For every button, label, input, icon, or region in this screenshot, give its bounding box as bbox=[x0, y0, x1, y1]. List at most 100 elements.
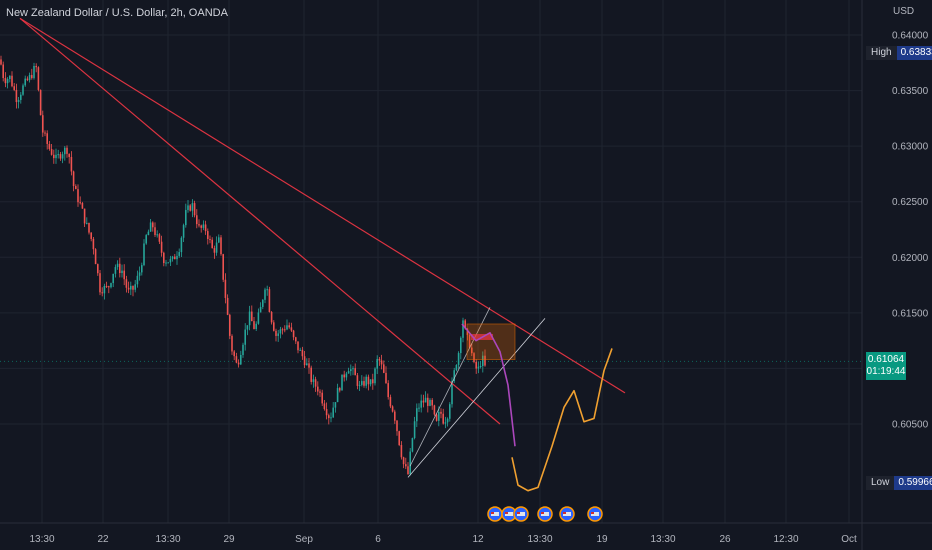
x-tick-label: 19 bbox=[596, 534, 608, 545]
candle-body bbox=[251, 311, 253, 322]
candle-body bbox=[288, 325, 290, 328]
candle-body bbox=[332, 407, 334, 418]
candle-body bbox=[273, 322, 275, 331]
flag-icon bbox=[541, 512, 549, 516]
candle-body bbox=[88, 222, 90, 233]
candle-body bbox=[154, 227, 156, 235]
candle-body bbox=[312, 379, 315, 382]
candle-body bbox=[442, 413, 444, 424]
candle-body bbox=[24, 78, 26, 86]
candle-body bbox=[310, 367, 312, 382]
candle-body bbox=[321, 392, 323, 404]
candle-body bbox=[31, 75, 33, 79]
candle-body bbox=[72, 171, 75, 187]
candle-body bbox=[248, 311, 251, 326]
candle-body bbox=[400, 445, 403, 458]
candle-body bbox=[202, 224, 205, 228]
x-tick-label: 12 bbox=[472, 534, 484, 545]
candle-body bbox=[134, 284, 136, 290]
candle-body bbox=[453, 370, 455, 382]
candle-body bbox=[61, 154, 64, 159]
candle-body bbox=[86, 222, 88, 224]
candle-body bbox=[471, 347, 473, 354]
candle-body bbox=[226, 297, 229, 315]
candle-body bbox=[297, 341, 299, 351]
candle-body bbox=[416, 408, 418, 422]
candle-body bbox=[22, 85, 24, 95]
candle-body bbox=[277, 333, 279, 336]
candle-body bbox=[156, 234, 158, 236]
candle-body bbox=[171, 256, 174, 259]
candle-body bbox=[468, 334, 471, 348]
candle-body bbox=[39, 89, 42, 116]
candle-body bbox=[380, 360, 383, 365]
currency-label: USD bbox=[893, 6, 915, 17]
candle-body bbox=[275, 330, 277, 336]
candle-body bbox=[262, 299, 264, 307]
candle-body bbox=[292, 330, 295, 338]
candle-body bbox=[196, 215, 198, 225]
candle-body bbox=[411, 438, 414, 452]
candle-body bbox=[99, 273, 101, 293]
low-label: Low bbox=[866, 476, 895, 490]
candle-body bbox=[66, 147, 68, 154]
candle-body bbox=[319, 391, 321, 393]
candle-body bbox=[299, 349, 301, 351]
x-tick-label: 29 bbox=[223, 534, 235, 545]
candle-body bbox=[112, 273, 114, 284]
x-tick-label: 13:30 bbox=[29, 534, 54, 545]
candle-body bbox=[402, 457, 405, 465]
candle-body bbox=[345, 373, 348, 378]
candle-body bbox=[255, 323, 257, 330]
candle-body bbox=[145, 235, 147, 244]
candle-body bbox=[50, 148, 53, 155]
candle-body bbox=[92, 238, 95, 250]
x-tick-label: 13:30 bbox=[527, 534, 552, 545]
candle-body bbox=[303, 356, 306, 366]
candle-body bbox=[187, 205, 189, 210]
candle-body bbox=[130, 285, 132, 290]
candle-body bbox=[343, 374, 345, 378]
support-trendline bbox=[409, 307, 491, 467]
candle-body bbox=[48, 143, 51, 149]
candle-body bbox=[295, 337, 297, 342]
candle-body bbox=[444, 422, 447, 424]
candle-body bbox=[361, 381, 363, 385]
candle-body bbox=[464, 320, 466, 329]
candle-body bbox=[466, 328, 469, 335]
candle-body bbox=[42, 115, 44, 133]
candle-body bbox=[224, 279, 227, 298]
candle-body bbox=[165, 262, 167, 264]
candle-body bbox=[75, 186, 77, 190]
candle-body bbox=[435, 414, 438, 421]
candle-body bbox=[44, 132, 46, 134]
candle-body bbox=[317, 386, 319, 392]
candle-body bbox=[163, 252, 165, 264]
orange-projection-path bbox=[511, 348, 613, 492]
candle-body bbox=[374, 368, 376, 384]
candle-body bbox=[231, 335, 233, 352]
candle-body bbox=[475, 361, 477, 369]
candle-body bbox=[158, 234, 161, 242]
current-price-badge: 0.61064 01:19:44 bbox=[866, 352, 906, 380]
y-tick-label: 0.64000 bbox=[892, 31, 929, 42]
candle-body bbox=[26, 78, 29, 81]
candle-body bbox=[2, 64, 4, 79]
candle-body bbox=[325, 409, 328, 416]
candle-body bbox=[479, 366, 482, 368]
y-tick-label: 0.63500 bbox=[892, 86, 929, 97]
candle-body bbox=[279, 329, 282, 334]
candle-body bbox=[376, 358, 378, 369]
candle-body bbox=[77, 189, 79, 203]
candle-body bbox=[473, 353, 475, 362]
candle-body bbox=[237, 362, 240, 365]
supply-zone-box bbox=[466, 323, 516, 360]
candle-body bbox=[323, 403, 326, 410]
candle-body bbox=[378, 358, 381, 361]
candle-body bbox=[37, 67, 40, 90]
candle-body bbox=[4, 78, 7, 84]
candle-body bbox=[28, 75, 31, 81]
